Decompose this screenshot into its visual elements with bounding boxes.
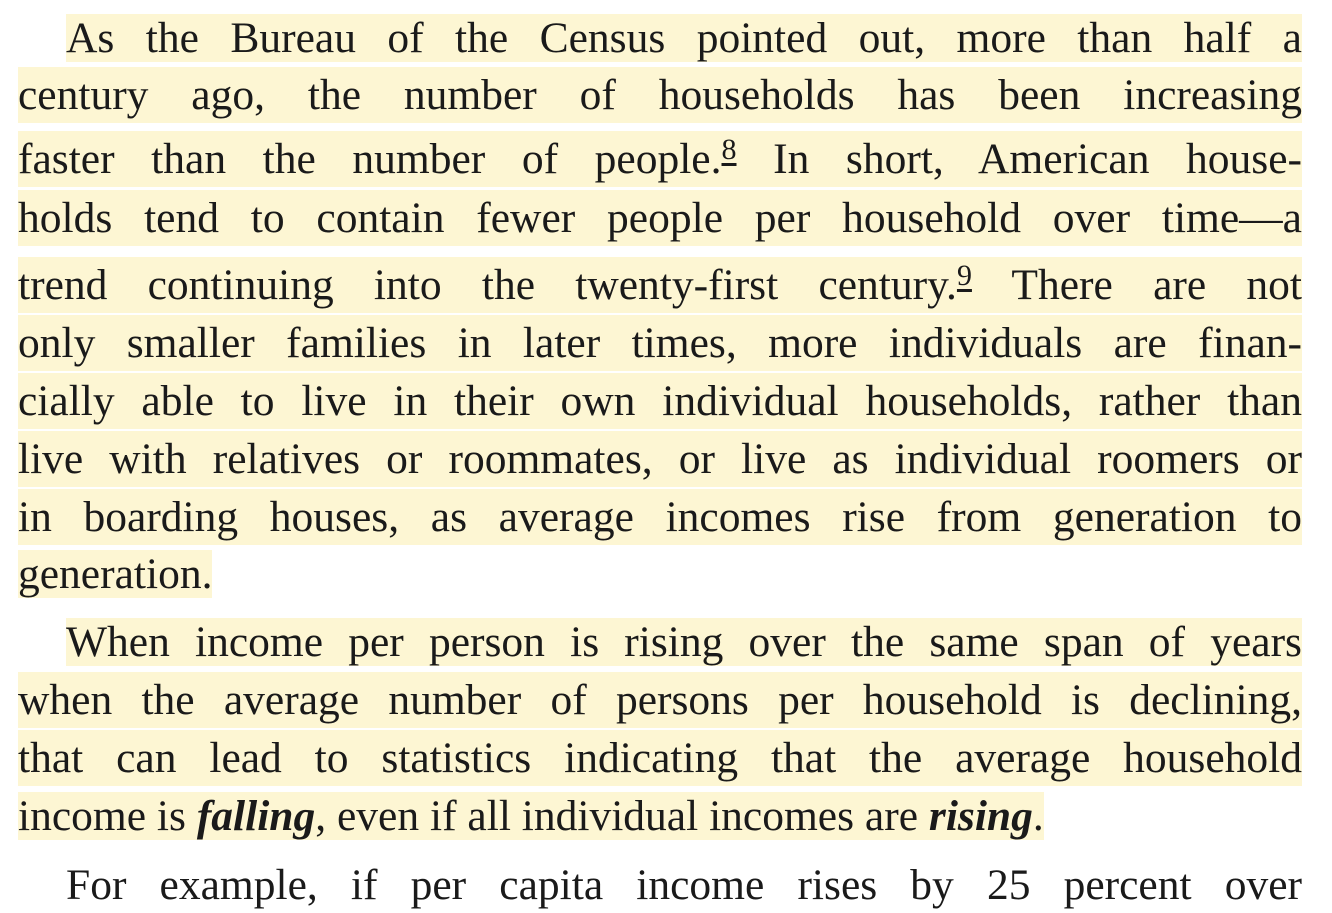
text-line: income is falling, even if all individua…	[18, 788, 1302, 844]
line-text: .	[1032, 792, 1044, 840]
text-line: in boarding houses, as average incomes r…	[18, 489, 1302, 545]
text-line: As the Bureau of the Census pointed out,…	[18, 10, 1302, 66]
text-line: live with relatives or roommates, or liv…	[18, 431, 1302, 487]
footnote-link-8[interactable]: 8	[721, 133, 737, 166]
line-text: There are not	[971, 261, 1302, 309]
text-line: generation.	[18, 546, 1302, 602]
text-line: For example, if per capita income rises …	[66, 861, 1302, 909]
line-text: trend continuing into the twenty-first c…	[18, 261, 957, 309]
text-line: When income per person is rising over th…	[18, 614, 1302, 670]
emphasis-rising: rising	[928, 792, 1033, 840]
line-text: income is	[18, 792, 197, 840]
text-line: holds tend to contain fewer people per h…	[18, 190, 1302, 246]
line-text: In short, American house-	[736, 135, 1303, 183]
highlighted-text: As the Bureau of the Census pointed out,…	[66, 14, 1302, 62]
text-line: only smaller families in later times, mo…	[18, 315, 1302, 371]
highlighted-text: When income per person is rising over th…	[66, 618, 1302, 666]
text-line: faster than the number of people.8 In sh…	[18, 131, 1302, 187]
text-line: when the average number of persons per h…	[18, 672, 1302, 728]
text-line: century ago, the number of households ha…	[18, 67, 1302, 123]
highlighted-text: generation.	[18, 550, 213, 598]
line-text: , even if all individual incomes are	[315, 792, 929, 840]
footnote-link-9[interactable]: 9	[956, 259, 972, 292]
text-line: trend continuing into the twenty-first c…	[18, 257, 1302, 313]
text-line: that can lead to statistics indicating t…	[18, 730, 1302, 786]
emphasis-falling: falling	[196, 792, 316, 840]
text-line: cially able to live in their own individ…	[18, 373, 1302, 429]
line-text: faster than the number of people.	[18, 135, 722, 183]
highlighted-text: income is falling, even if all individua…	[18, 792, 1044, 840]
